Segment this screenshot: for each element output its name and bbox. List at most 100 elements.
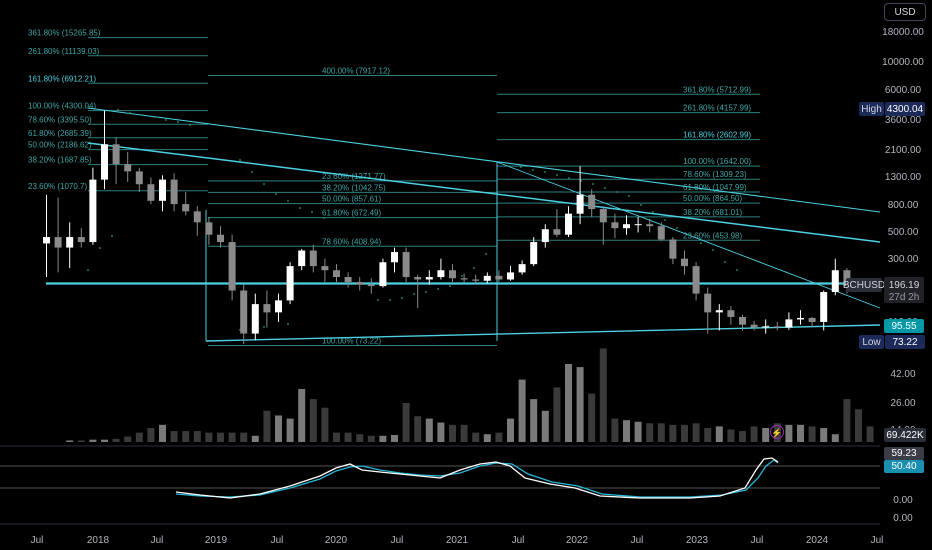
candle-body — [89, 179, 97, 243]
sar-dot — [532, 169, 534, 171]
volume-bar — [170, 431, 178, 442]
volume-bar — [518, 379, 526, 442]
candle-body — [147, 184, 155, 201]
sar-dot — [425, 291, 427, 293]
candle-body — [646, 224, 654, 227]
sar-dot — [99, 247, 101, 249]
volume-bar — [367, 435, 375, 442]
sar-dot — [153, 116, 155, 118]
sar-dot — [401, 297, 403, 299]
volume-bar — [217, 432, 224, 442]
candle-body — [298, 250, 306, 267]
sar-dot — [664, 219, 666, 221]
sar-dot — [117, 109, 119, 111]
volume-bar — [483, 434, 491, 442]
sar-dot — [177, 121, 179, 123]
fib-right-label: 78.60% (1309.23) — [683, 170, 747, 179]
volume-axis-tick: 42.00 — [890, 369, 915, 380]
fib-mid-label: 61.80% (672.49) — [322, 209, 381, 218]
sar-dot — [676, 227, 678, 229]
volume-bar — [182, 431, 190, 442]
sar-dot — [263, 326, 265, 328]
fib-left-label: 261.80% (11139.03) — [28, 47, 100, 56]
sar-dot — [311, 211, 313, 213]
sar-dot — [449, 285, 451, 287]
candle-body — [704, 293, 712, 313]
last-symbol: BCHUSD — [843, 280, 885, 291]
candle-body — [762, 326, 770, 328]
candle-body — [495, 275, 503, 280]
sar-dot — [724, 261, 726, 263]
price-axis-tick: 6000.00 — [885, 85, 922, 96]
sar-dot — [652, 211, 654, 213]
volume-bar — [472, 432, 480, 442]
volume-bar — [623, 420, 630, 442]
volume-bar — [402, 403, 410, 442]
countdown: 27d 2h — [889, 292, 920, 303]
volume-bar — [263, 410, 271, 442]
fib-left-label: 161.80% (6912.21) — [28, 74, 96, 83]
volume-last-value: 69.422K — [886, 430, 924, 441]
volume-bar — [565, 364, 572, 442]
volume-bar — [599, 348, 607, 442]
stoch-k-line — [175, 457, 779, 499]
time-axis-tick: Jul — [151, 535, 164, 546]
candle-body — [309, 250, 317, 267]
fib-mid-label: 38.20% (1042.75) — [322, 183, 386, 192]
volume-bar — [460, 424, 468, 442]
volume-bar — [251, 435, 259, 442]
candle-body — [588, 194, 596, 210]
fib-right-label: 61.80% (1047.99) — [683, 183, 747, 192]
candle-body — [43, 237, 50, 244]
time-axis-tick: 2020 — [325, 535, 348, 546]
volume-bar — [739, 431, 746, 442]
candle-body — [773, 326, 781, 328]
candle-body — [333, 270, 340, 278]
volume-bar — [309, 399, 317, 442]
trend-lines — [46, 107, 881, 342]
lightning-icon[interactable]: ⚡ — [770, 425, 784, 439]
volume-bar — [77, 440, 85, 442]
sar-dot — [736, 269, 738, 271]
descending-trendline-upper — [87, 142, 881, 243]
candle-body — [193, 211, 201, 223]
sar-dot — [377, 299, 379, 301]
sar-dot — [712, 249, 714, 251]
last-price: 196.19 — [889, 280, 920, 291]
sar-dot — [688, 234, 690, 236]
sar-dot — [87, 269, 89, 271]
fib-right-label: 261.80% (4157.99) — [683, 104, 751, 113]
volume-bar — [797, 424, 804, 442]
volume-bar — [611, 418, 619, 442]
candle-body — [263, 304, 271, 313]
volume-bar — [866, 426, 874, 442]
candle-body — [715, 310, 723, 313]
sar-dot — [508, 165, 510, 167]
time-axis-tick: 2021 — [446, 535, 469, 546]
time-axis-tick: 2019 — [205, 535, 228, 546]
candle-body — [669, 239, 677, 259]
high-label-bg — [859, 102, 884, 116]
volume-bar — [588, 393, 596, 442]
indicator-axis-tick: 0.00 — [893, 513, 913, 524]
candle-body — [344, 277, 352, 283]
time-axis-tick: Jul — [271, 535, 284, 546]
volume-bar — [808, 426, 816, 442]
candle-body — [599, 209, 607, 223]
sar-dot — [592, 183, 594, 185]
candle-body — [135, 171, 143, 185]
price-axis-tick: 1300.00 — [885, 172, 922, 183]
volume-bar — [576, 367, 584, 442]
volume-bar — [101, 439, 108, 442]
price-axis-tick: 2100.00 — [885, 145, 922, 156]
candle-body — [321, 266, 329, 271]
currency-button[interactable]: USD — [884, 3, 926, 21]
fib-mid-label: 50.00% (857.61) — [322, 195, 381, 204]
sar-dot — [299, 207, 301, 209]
time-axis-tick: 2018 — [87, 535, 110, 546]
candle-body — [808, 317, 816, 322]
sar-dot — [189, 124, 191, 126]
volume-bar — [785, 424, 793, 442]
candle-body — [750, 324, 758, 328]
